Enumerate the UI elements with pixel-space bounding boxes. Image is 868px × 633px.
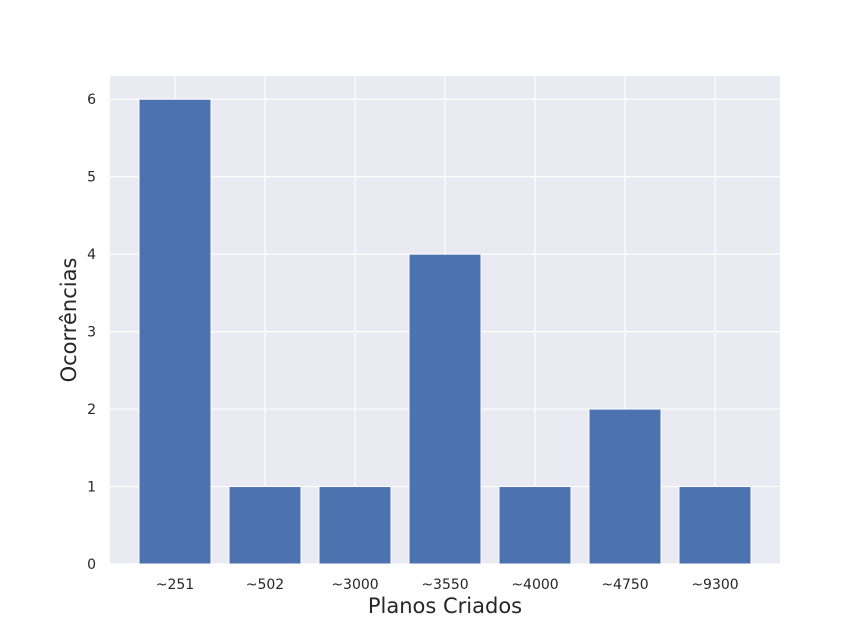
y-tick-label: 0: [87, 557, 96, 573]
bar-4: [498, 486, 572, 565]
x-tick-label: ~4000: [511, 577, 558, 593]
bar-6: [678, 486, 752, 565]
y-axis-ticks: 0 1 2 3 4 5 6: [87, 92, 96, 573]
x-tick-label: ~4750: [601, 577, 648, 593]
bar-0: [138, 98, 212, 565]
y-axis-label: Ocorrências: [57, 258, 81, 383]
y-tick-label: 4: [87, 247, 96, 263]
x-tick-label: ~3000: [331, 577, 378, 593]
bar-5: [588, 408, 662, 565]
y-tick-label: 5: [87, 170, 96, 186]
x-tick-label: ~502: [246, 577, 284, 593]
bar-3: [408, 253, 482, 565]
bar-1: [228, 486, 302, 565]
y-tick-label: 6: [87, 92, 96, 108]
x-axis-label: Planos Criados: [368, 594, 522, 618]
y-tick-label: 3: [87, 325, 96, 341]
y-tick-label: 2: [87, 402, 96, 418]
x-tick-label: ~9300: [691, 577, 738, 593]
x-axis-ticks: ~251 ~502 ~3000 ~3550 ~4000 ~4750 ~9300: [156, 577, 739, 593]
bar-2: [318, 486, 392, 565]
bars: [138, 98, 752, 565]
x-tick-label: ~251: [156, 577, 194, 593]
x-tick-label: ~3550: [421, 577, 468, 593]
y-tick-label: 1: [87, 480, 96, 496]
